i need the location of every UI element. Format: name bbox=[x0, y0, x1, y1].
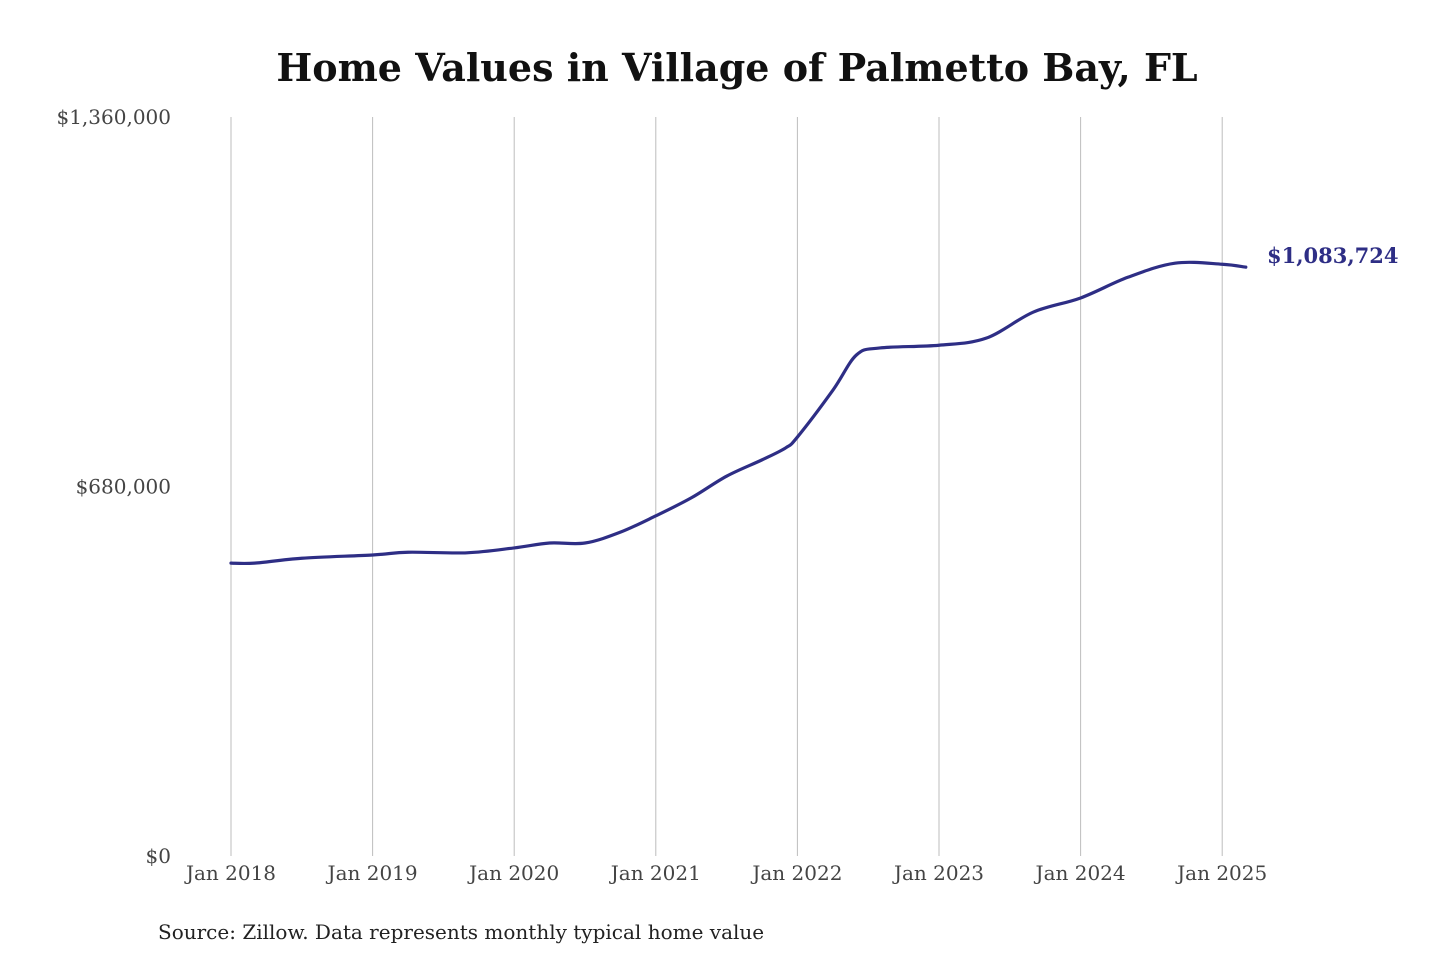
x-tick-label: Jan 2018 bbox=[184, 861, 276, 885]
x-tick-label: Jan 2024 bbox=[1034, 861, 1126, 885]
end-value-label: $1,083,724 bbox=[1267, 243, 1399, 268]
x-tick-label: Jan 2019 bbox=[326, 861, 418, 885]
x-tick-label: Jan 2023 bbox=[892, 861, 984, 885]
x-tick-label: Jan 2022 bbox=[750, 861, 842, 885]
x-tick-label: Jan 2021 bbox=[609, 861, 701, 885]
source-note: Source: Zillow. Data represents monthly … bbox=[158, 920, 764, 944]
series-line bbox=[229, 260, 1248, 566]
grid-lines bbox=[230, 117, 1223, 856]
y-axis-ticks: $0 $680,000 $1,360,000 bbox=[56, 105, 171, 868]
x-tick-label: Jan 2020 bbox=[467, 861, 559, 885]
x-axis-ticks: Jan 2018 Jan 2019 Jan 2020 Jan 2021 Jan 2022… bbox=[184, 861, 1267, 885]
y-tick-label: $680,000 bbox=[76, 475, 171, 499]
chart-title: Home Values in Village of Palmetto Bay, … bbox=[276, 45, 1197, 90]
x-tick-label: Jan 2025 bbox=[1175, 861, 1267, 885]
y-tick-label: $0 bbox=[146, 844, 171, 868]
y-tick-label: $1,360,000 bbox=[56, 105, 171, 129]
